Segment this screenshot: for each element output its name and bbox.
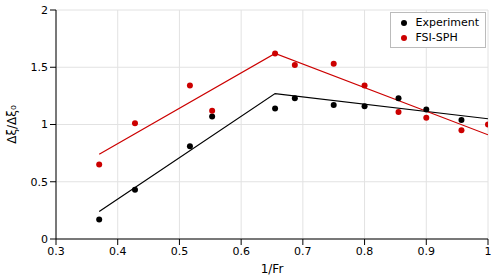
svg-text:0.5: 0.5	[31, 176, 49, 189]
svg-text:0.3: 0.3	[47, 245, 65, 258]
html-text:Experiment: Experiment	[415, 16, 479, 29]
svg-text:2: 2	[41, 4, 48, 17]
svg-text:0.9: 0.9	[418, 245, 436, 258]
svg-text:1: 1	[485, 245, 492, 258]
svg-text:1.5: 1.5	[31, 61, 49, 74]
html-text:FSI-SPH: FSI-SPH	[415, 31, 458, 44]
svg-text:0.5: 0.5	[171, 245, 189, 258]
svg-text:0: 0	[41, 233, 48, 246]
svg-text:1: 1	[41, 118, 48, 131]
svg-text:0.8: 0.8	[356, 245, 374, 258]
svg-text:Δξ/Δξ₀: Δξ/Δξ₀	[8, 105, 19, 144]
svg-text:0.4: 0.4	[109, 245, 127, 258]
svg-text:0.6: 0.6	[232, 245, 250, 258]
svg-text:1/Fr: 1/Fr	[261, 262, 284, 276]
svg-text:0.7: 0.7	[294, 245, 312, 258]
